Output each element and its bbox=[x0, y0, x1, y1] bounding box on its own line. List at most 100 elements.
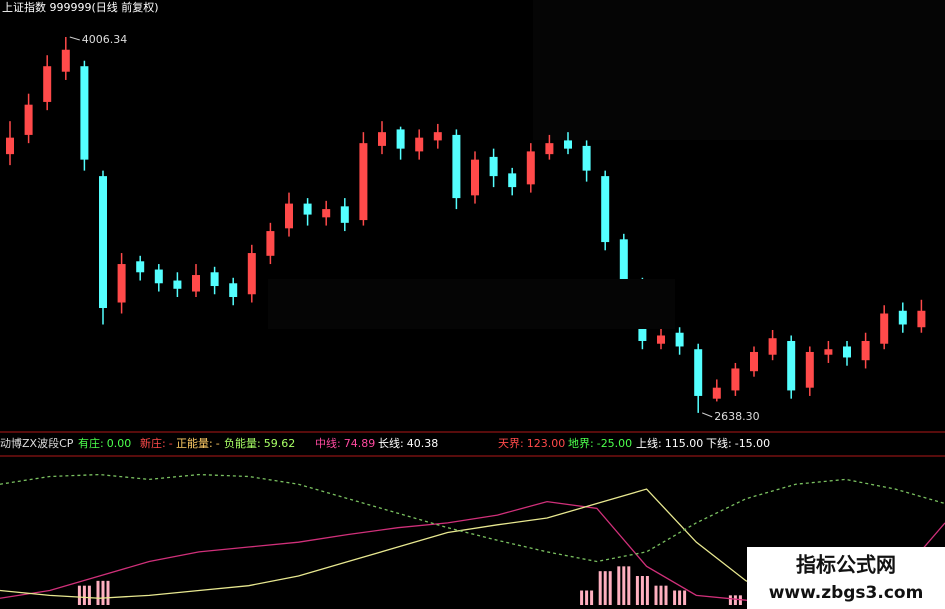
histogram-bar bbox=[82, 585, 86, 605]
histogram-bar bbox=[728, 595, 732, 605]
candle-body bbox=[768, 338, 777, 355]
candle-body bbox=[99, 176, 107, 309]
indicator-value: 40.38 bbox=[407, 437, 439, 450]
histogram-bar bbox=[640, 576, 644, 605]
candle-body bbox=[173, 280, 182, 289]
watermark-url: www.zbgs3.com bbox=[769, 583, 924, 603]
candle-body bbox=[694, 349, 703, 396]
candle-body bbox=[210, 272, 219, 287]
indicator-value: 123.00 bbox=[527, 437, 566, 450]
histogram-bar bbox=[106, 580, 110, 605]
histogram-bar bbox=[673, 590, 677, 605]
candle-body bbox=[731, 368, 740, 391]
indicator-value: - bbox=[169, 437, 173, 450]
indicator-label: 新庄: bbox=[140, 436, 166, 450]
indicator-value: - bbox=[216, 437, 220, 450]
candle-body bbox=[675, 332, 684, 347]
histogram-bar bbox=[622, 566, 626, 605]
indicator-title: 动博ZX波段CP bbox=[0, 436, 74, 450]
candle-body bbox=[359, 143, 368, 221]
candle-body bbox=[489, 156, 498, 177]
candle-body bbox=[898, 310, 907, 325]
histogram-bar bbox=[101, 580, 105, 605]
indicator-label: 上线: bbox=[636, 436, 662, 450]
candle-body bbox=[843, 346, 851, 358]
watermark-box bbox=[747, 547, 945, 609]
candle-body bbox=[619, 239, 628, 281]
candle-body bbox=[564, 140, 572, 149]
indicator-label: 长线: bbox=[378, 436, 404, 450]
candle-body bbox=[545, 143, 554, 155]
histogram-bar bbox=[664, 585, 668, 605]
histogram-bar bbox=[590, 590, 594, 605]
candle-body bbox=[43, 66, 52, 102]
histogram-bar bbox=[580, 590, 584, 605]
candle-body bbox=[526, 151, 535, 185]
candle-body bbox=[471, 159, 479, 196]
candle-body bbox=[805, 351, 814, 388]
candle-body bbox=[229, 283, 238, 298]
histogram-bar bbox=[678, 590, 682, 605]
candle-body bbox=[712, 387, 721, 399]
histogram-bar bbox=[733, 595, 737, 605]
histogram-bar bbox=[598, 571, 602, 605]
mask bbox=[268, 279, 675, 329]
candle-body bbox=[24, 104, 33, 135]
candle-body bbox=[787, 340, 796, 391]
mask bbox=[533, 0, 945, 140]
indicator-value: 59.62 bbox=[264, 437, 296, 450]
candle-body bbox=[917, 310, 926, 328]
candle-body bbox=[508, 173, 517, 188]
histogram-bar bbox=[608, 571, 612, 605]
indicator-value: 74.89 bbox=[344, 437, 376, 450]
indicator-value: -15.00 bbox=[735, 437, 770, 450]
candle-body bbox=[6, 137, 14, 155]
histogram-bar bbox=[683, 590, 687, 605]
candle-body bbox=[657, 335, 665, 344]
histogram-bar bbox=[77, 585, 81, 605]
max-label: 4006.34 bbox=[82, 33, 128, 46]
candle-body bbox=[582, 145, 591, 171]
candle-body bbox=[415, 137, 424, 152]
candle-body bbox=[247, 253, 256, 295]
candle-body bbox=[452, 134, 461, 199]
candle-body bbox=[322, 209, 331, 218]
candle-body bbox=[880, 313, 889, 344]
histogram-bar bbox=[603, 571, 607, 605]
pointer bbox=[69, 36, 80, 41]
histogram-bar bbox=[645, 576, 649, 605]
indicator-line bbox=[0, 473, 945, 563]
candle-body bbox=[61, 49, 70, 72]
candle-body bbox=[750, 351, 758, 372]
candle-body bbox=[303, 203, 312, 215]
candle-body bbox=[154, 269, 163, 284]
indicator-label: 正能量: bbox=[176, 436, 213, 450]
histogram-bar bbox=[617, 566, 621, 605]
candle-body bbox=[117, 264, 126, 303]
watermark-title: 指标公式网 bbox=[796, 553, 896, 577]
candle-body bbox=[80, 66, 89, 160]
indicator-value: -25.00 bbox=[597, 437, 632, 450]
candle-body bbox=[824, 349, 833, 355]
histogram-bar bbox=[654, 585, 658, 605]
indicator-value: 0.00 bbox=[107, 437, 132, 450]
candle-body bbox=[433, 132, 442, 141]
histogram-bar bbox=[96, 580, 100, 605]
candle-body bbox=[266, 231, 275, 256]
candle-body bbox=[378, 132, 386, 146]
candle-body bbox=[285, 203, 293, 229]
min-label: 2638.30 bbox=[714, 410, 760, 423]
histogram-bar bbox=[627, 566, 631, 605]
histogram-bar bbox=[585, 590, 589, 605]
indicator-label: 地界: bbox=[568, 437, 594, 450]
indicator-value: 115.00 bbox=[665, 437, 704, 450]
histogram-bar bbox=[635, 576, 639, 605]
candle-body bbox=[396, 129, 405, 149]
indicator-label: 有庄: bbox=[78, 436, 104, 450]
candle-body bbox=[861, 340, 870, 361]
histogram-bar bbox=[87, 585, 91, 605]
candle-body bbox=[136, 261, 145, 273]
indicator-label: 天界: bbox=[498, 437, 524, 450]
histogram-bar bbox=[659, 585, 663, 605]
